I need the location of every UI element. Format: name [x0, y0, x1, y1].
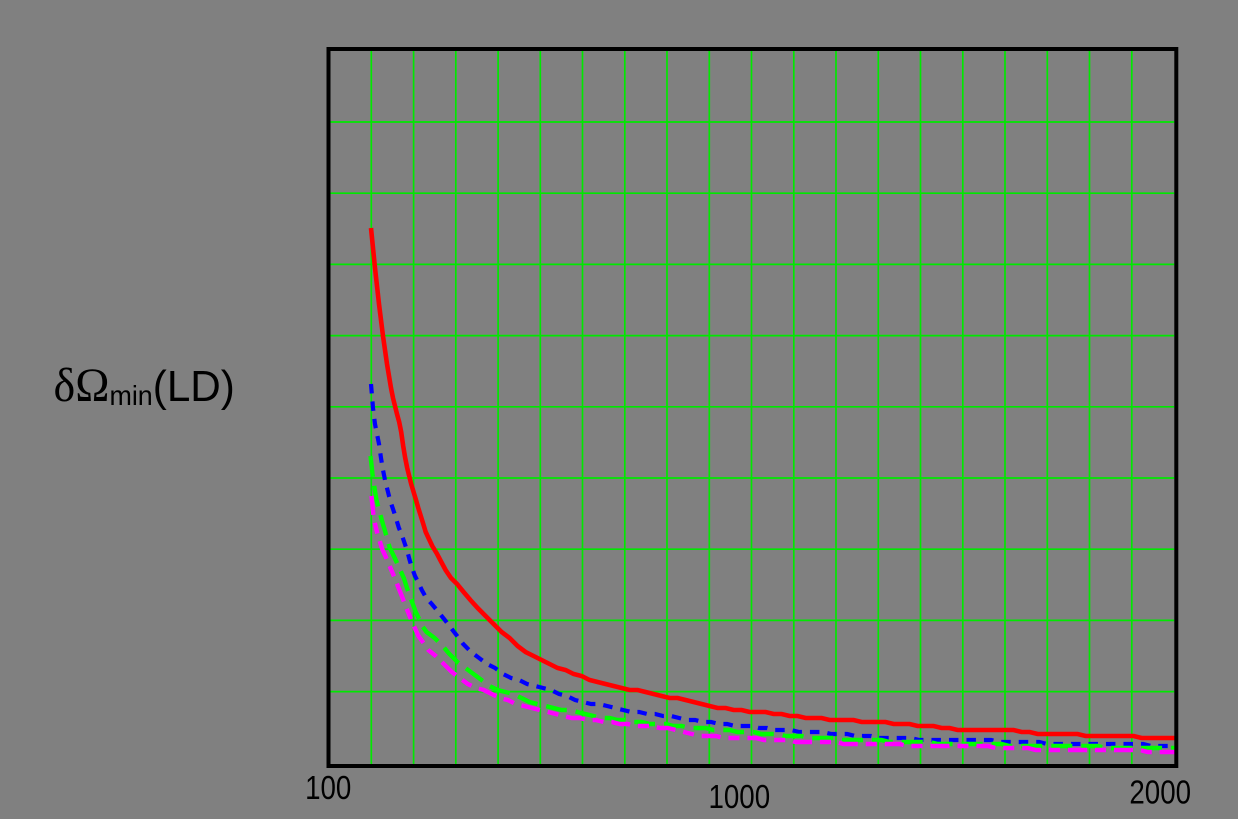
svg-text:2000: 2000 [1129, 774, 1191, 811]
svg-text:100: 100 [305, 770, 351, 807]
svg-text:1000: 1000 [708, 779, 770, 814]
svg-text:δΩmin(LD): δΩmin(LD) [54, 359, 235, 412]
